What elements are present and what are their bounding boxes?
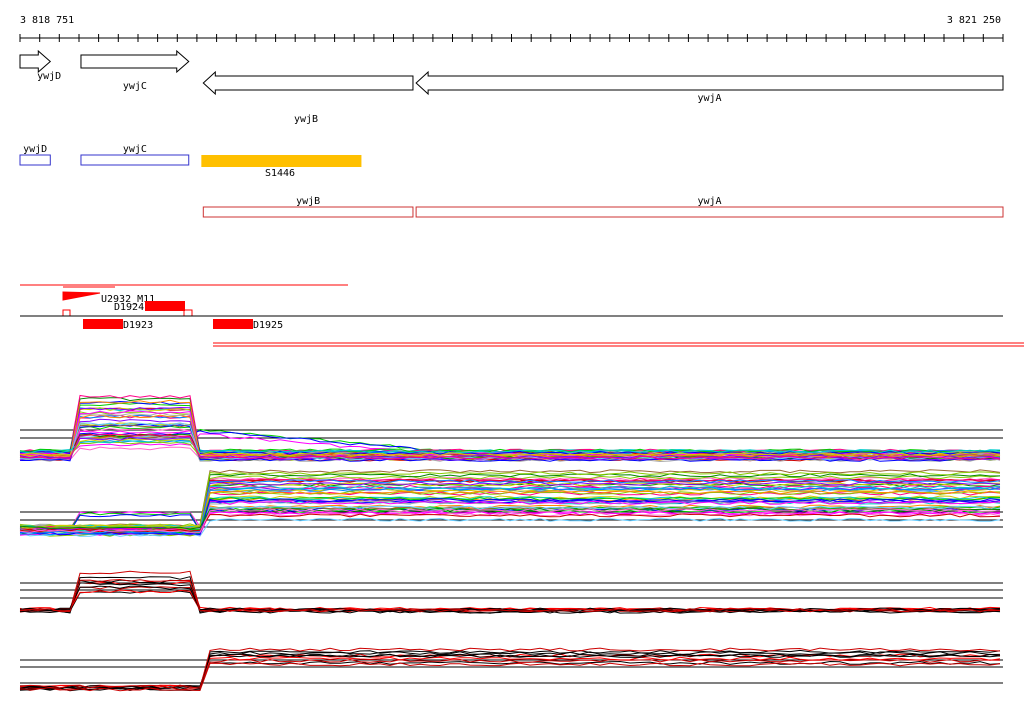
profile-line bbox=[19, 513, 1001, 533]
highlight-label: S1446 bbox=[265, 168, 295, 179]
axis-ticks bbox=[19, 34, 1004, 42]
feature-bracket bbox=[62, 309, 71, 316]
profile-line bbox=[19, 438, 1001, 457]
profile-line bbox=[19, 471, 1001, 530]
axis-end-label: 3 821 250 bbox=[947, 15, 1001, 26]
cds-label-ywja: ywjA bbox=[698, 196, 722, 207]
cds-box-ywjc[interactable] bbox=[80, 154, 190, 166]
profile-line bbox=[20, 423, 1001, 462]
feature-bracket bbox=[183, 309, 193, 316]
coordinate-axis: 3 818 751 3 821 250 bbox=[19, 15, 1004, 42]
gene-label-ywjc: ywjC bbox=[123, 81, 147, 92]
cds-label-ywjd: ywjD bbox=[23, 144, 47, 155]
profile-line bbox=[19, 433, 1001, 460]
profile-line bbox=[19, 482, 1001, 529]
profile-line bbox=[19, 394, 1001, 453]
gene-arrow-ywjc[interactable] bbox=[80, 49, 190, 74]
cds-label-ywjc: ywjC bbox=[123, 144, 147, 155]
profile-line bbox=[19, 589, 1001, 612]
profile-line bbox=[19, 439, 1001, 454]
feature-d1925[interactable] bbox=[213, 319, 253, 329]
expression-panel-4 bbox=[19, 647, 1003, 692]
profile-line bbox=[19, 578, 1001, 613]
expression-panel-3 bbox=[19, 570, 1003, 614]
profile-line bbox=[19, 580, 1001, 611]
profile-line bbox=[19, 647, 1001, 689]
gene-label-ywjd: ywjD bbox=[37, 71, 61, 82]
profile-line bbox=[19, 660, 1001, 690]
profile-line bbox=[19, 651, 1001, 689]
feature-label-u2932: U2932_M11 bbox=[101, 294, 155, 305]
gene-arrow-ywjb[interactable] bbox=[202, 70, 414, 96]
feature-label-d1925: D1925 bbox=[253, 320, 283, 331]
profile-line bbox=[19, 585, 1001, 612]
axis-start-label: 3 818 751 bbox=[20, 15, 74, 26]
gene-arrow-ywjd[interactable] bbox=[19, 49, 52, 74]
expression-panel-1 bbox=[19, 394, 1003, 463]
gene-label-ywjb: ywjB bbox=[294, 114, 318, 125]
cds-box-ywjd[interactable] bbox=[19, 154, 51, 166]
feature-label-d1924: D1924 bbox=[114, 302, 144, 313]
cds-label-ywjb: ywjB bbox=[296, 196, 320, 207]
feature-label-d1923: D1923 bbox=[123, 320, 153, 331]
feature-d1924[interactable] bbox=[145, 301, 185, 311]
cds-box-track: ywjD ywjC ywjB ywjA bbox=[19, 144, 1004, 218]
feature-d1923[interactable] bbox=[83, 319, 123, 329]
profile-line bbox=[19, 498, 1001, 536]
highlight-track: S1446 bbox=[201, 155, 362, 179]
feature-track: U2932_M11 D1924 D1923 D1925 bbox=[20, 284, 1024, 347]
gene-label-ywja: ywjA bbox=[698, 93, 722, 104]
gene-arrow-track: ywjD ywjC ywjB ywjA bbox=[19, 49, 1004, 125]
cds-box-ywjb[interactable] bbox=[202, 206, 414, 218]
profile-line bbox=[19, 508, 1001, 534]
cds-box-ywja[interactable] bbox=[415, 206, 1004, 218]
profile-line bbox=[19, 479, 1001, 535]
profile-line bbox=[19, 662, 1001, 692]
feature-marker-u2932[interactable] bbox=[62, 291, 101, 301]
highlight-bar[interactable] bbox=[201, 155, 362, 167]
gene-arrow-ywja[interactable] bbox=[415, 70, 1004, 96]
expression-panel-2 bbox=[19, 469, 1003, 537]
